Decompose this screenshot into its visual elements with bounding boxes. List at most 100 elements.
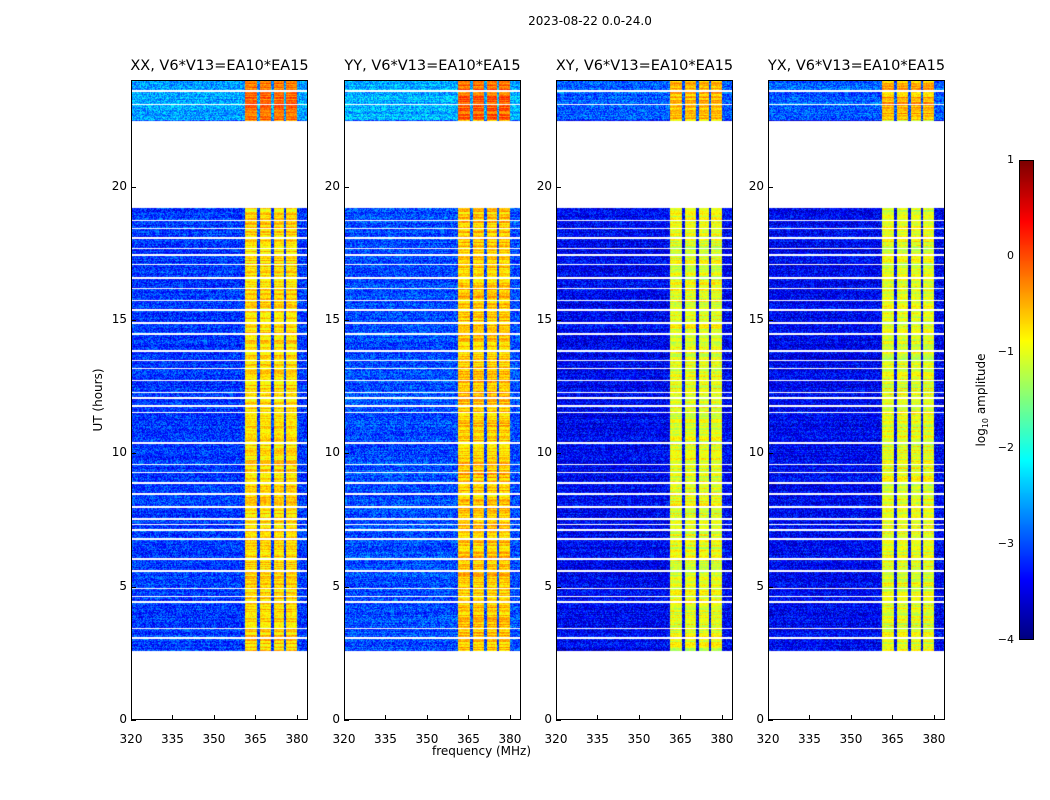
x-tick-label: 380 — [710, 732, 734, 746]
x-tick-label: 335 — [586, 732, 609, 746]
colorbar-tick-label: 1 — [1007, 153, 1014, 166]
y-tick-label: 10 — [748, 445, 764, 460]
x-tick-mark — [344, 715, 345, 720]
x-tick-label: 350 — [202, 732, 226, 746]
panel-2: XY, V6*V13=EA10*EA15 320 335 350 365 380 0 5 10 1… — [537, 58, 734, 746]
x-tick-mark — [426, 715, 428, 720]
y-tick-mark — [768, 186, 773, 188]
y-tick-mark — [768, 720, 773, 721]
y-tick-mark — [344, 320, 349, 321]
y-tick-mark — [556, 320, 561, 321]
x-tick-mark — [255, 715, 257, 720]
colorbar-tick-label: −2 — [997, 441, 1014, 454]
colorbar-label: log10 amplitude — [973, 353, 991, 447]
x-axis-label: frequency (MHz) — [432, 744, 532, 758]
y-tick-mark — [344, 453, 349, 455]
y-axis-label: UT (hours) — [91, 368, 105, 432]
y-tick-mark — [131, 586, 136, 588]
x-tick-label: 320 — [332, 732, 356, 746]
x-tick-label: 365 — [244, 732, 267, 746]
x-tick-label: 380 — [922, 732, 946, 746]
y-tick-label: 0 — [332, 712, 340, 726]
y-tick-label: 5 — [119, 578, 127, 593]
y-tick-label: 15 — [748, 312, 764, 326]
heatmap-image — [344, 80, 521, 720]
y-tick-label: 10 — [111, 445, 127, 460]
x-tick-mark — [556, 715, 557, 720]
y-tick-mark — [556, 720, 561, 721]
y-tick-mark — [131, 720, 136, 721]
y-tick-label: 5 — [544, 578, 552, 593]
y-tick-mark — [131, 320, 136, 321]
x-tick-label: 335 — [798, 732, 821, 746]
y-tick-mark — [344, 720, 349, 721]
colorbar-tick-label: −3 — [997, 537, 1014, 550]
heatmap-image — [131, 80, 308, 720]
x-tick-mark — [850, 715, 852, 720]
panel-3: YX, V6*V13=EA10*EA15 320 335 350 365 380 0 5 10 1… — [749, 58, 946, 746]
x-tick-label: 320 — [544, 732, 568, 746]
x-tick-mark — [638, 715, 640, 720]
x-tick-label: 320 — [119, 732, 143, 746]
x-tick-label: 380 — [498, 732, 522, 746]
x-tick-label: 365 — [881, 732, 904, 746]
y-tick-label: 15 — [536, 312, 552, 326]
y-tick-mark — [344, 586, 349, 588]
x-tick-label: 320 — [756, 732, 780, 746]
y-tick-mark — [556, 586, 561, 588]
y-tick-label: 20 — [748, 178, 764, 193]
figure-title: 2023-08-22 0.0-24.0 — [528, 14, 652, 28]
y-tick-mark — [131, 186, 136, 188]
panel-title: YX, V6*V13=EA10*EA15 — [767, 58, 946, 74]
y-tick-label: 20 — [536, 178, 552, 193]
x-tick-mark — [680, 715, 682, 720]
x-tick-mark — [468, 715, 470, 720]
x-tick-mark — [296, 715, 298, 720]
panel-1: YY, V6*V13=EA10*EA15 320 335 350 365 380 0 5 10 1… — [325, 58, 522, 746]
y-tick-mark — [344, 186, 349, 188]
x-tick-mark — [597, 715, 599, 720]
panel-title: XY, V6*V13=EA10*EA15 — [555, 58, 734, 74]
y-tick-mark — [768, 453, 773, 455]
x-tick-mark — [768, 715, 769, 720]
x-tick-label: 335 — [161, 732, 184, 746]
panel-0: XX, V6*V13=EA10*EA15 320 335 350 365 380 0 5 10 1… — [112, 58, 309, 746]
y-tick-label: 5 — [332, 578, 340, 593]
y-tick-label: 10 — [536, 445, 552, 460]
y-tick-mark — [768, 320, 773, 321]
heatmap-image — [768, 80, 945, 720]
x-tick-mark — [509, 715, 511, 720]
y-tick-label: 0 — [544, 712, 552, 726]
x-tick-mark — [385, 715, 387, 720]
y-tick-label: 15 — [324, 312, 340, 326]
y-tick-mark — [556, 453, 561, 455]
x-tick-mark — [892, 715, 894, 720]
x-tick-label: 380 — [285, 732, 309, 746]
x-tick-label: 350 — [839, 732, 863, 746]
y-tick-mark — [556, 186, 561, 188]
y-tick-label: 20 — [324, 178, 340, 193]
y-tick-mark — [768, 586, 773, 588]
x-tick-label: 350 — [415, 732, 439, 746]
x-tick-mark — [809, 715, 811, 720]
x-tick-label: 365 — [457, 732, 480, 746]
x-tick-mark — [213, 715, 215, 720]
x-tick-label: 335 — [374, 732, 397, 746]
y-tick-label: 15 — [111, 312, 127, 326]
panel-title: XX, V6*V13=EA10*EA15 — [130, 58, 309, 74]
heatmap-image — [556, 80, 733, 720]
x-tick-mark — [721, 715, 723, 720]
colorbar-tick-label: −1 — [997, 345, 1014, 358]
y-tick-label: 0 — [756, 712, 764, 726]
x-tick-label: 350 — [627, 732, 651, 746]
x-tick-mark — [933, 715, 935, 720]
y-tick-label: 5 — [756, 578, 764, 593]
colorbar — [1019, 160, 1034, 640]
panel-title: YY, V6*V13=EA10*EA15 — [344, 58, 521, 74]
colorbar-tick-label: 0 — [1007, 249, 1014, 262]
colorbar-tick-label: −4 — [997, 633, 1014, 646]
x-tick-label: 365 — [669, 732, 692, 746]
x-tick-mark — [172, 715, 174, 720]
y-tick-label: 20 — [111, 178, 127, 193]
